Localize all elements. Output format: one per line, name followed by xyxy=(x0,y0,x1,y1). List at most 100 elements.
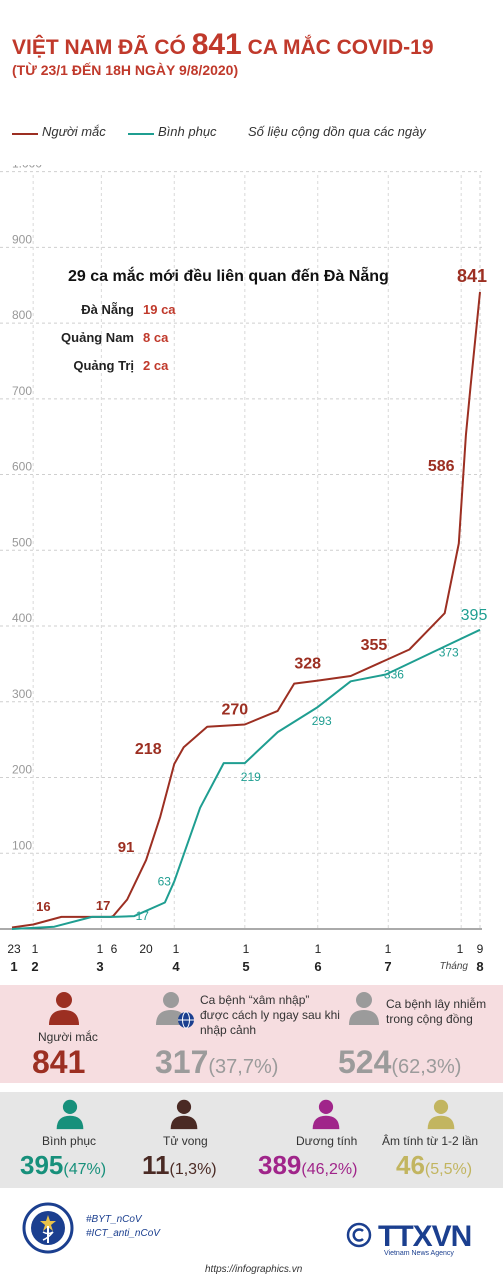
stat-positive-label: Dương tính xyxy=(296,1134,358,1148)
stat-positive-pct: (46,2%) xyxy=(301,1161,358,1178)
x-tick-month: 1 xyxy=(10,959,17,974)
y-tick-label: 900 xyxy=(12,232,32,246)
stat-imported-label: Ca bệnh “xâm nhập” được cách ly ngay sau… xyxy=(200,993,340,1037)
legend-infected-swatch xyxy=(12,133,38,135)
stat-positive: 389(46,2%) xyxy=(258,1150,357,1181)
stat-infected-label: Người mắc xyxy=(38,1030,98,1044)
data-label-recovered: 395 xyxy=(461,607,488,624)
annotation-value-quangnam: 8 ca xyxy=(143,330,169,345)
stat-recovered-label: Bình phục xyxy=(42,1134,97,1148)
page-subtitle: (TỪ 23/1 ĐẾN 18H NGÀY 9/8/2020) xyxy=(12,62,239,78)
y-tick-label: 800 xyxy=(12,308,32,322)
stat-community-value: 524 xyxy=(338,1044,392,1080)
source-url[interactable]: https://infographics.vn xyxy=(205,1264,303,1275)
legend-recovered-swatch xyxy=(128,133,154,135)
stat-negative: 46(5,5%) xyxy=(396,1150,472,1181)
data-label-infected: 91 xyxy=(118,839,135,856)
legend-infected-label: Người mắc xyxy=(42,124,106,139)
stat-imported-value: 317 xyxy=(155,1044,209,1080)
x-tick-day: 20 xyxy=(139,942,153,956)
x-tick-month: 6 xyxy=(314,959,321,974)
data-label-infected: 16 xyxy=(36,899,50,914)
stat-imported: 317(37,7%) xyxy=(155,1044,278,1081)
annotation-title: 29 ca mắc mới đều liên quan đến Đà Nẵng xyxy=(68,268,389,285)
person-icon-positive xyxy=(312,1099,340,1130)
stat-deaths-label: Tử vong xyxy=(163,1134,208,1148)
x-tick-month: 7 xyxy=(384,959,391,974)
x-tick-day: 6 xyxy=(111,942,118,956)
title-prefix: VIỆT NAM ĐÃ CÓ xyxy=(12,36,186,59)
annotation-place-quangnam: Quảng Nam xyxy=(61,330,134,345)
x-tick-month: 3 xyxy=(96,959,103,974)
stats-band-outcomes xyxy=(0,1092,503,1188)
chart-data-labels: 16 17 91 218 270 328 355 586 841 17 63 219 293 336 373… xyxy=(36,266,487,923)
stat-positive-value: 389 xyxy=(258,1150,302,1180)
stat-deaths-value: 11 xyxy=(142,1150,170,1180)
data-label-infected: 218 xyxy=(135,741,162,758)
stat-recovered: 395(47%) xyxy=(20,1150,106,1181)
annotation-place-quangtri: Quảng Trị xyxy=(73,358,134,373)
x-tick-month: 2 xyxy=(31,959,38,974)
stat-recovered-pct: (47%) xyxy=(63,1161,107,1178)
y-tick-label: 300 xyxy=(12,687,32,701)
data-label-recovered: 219 xyxy=(241,770,261,784)
annotation-value-danang: 19 ca xyxy=(143,302,176,317)
x-tick-day: 1 xyxy=(32,942,39,956)
title-number: 841 xyxy=(191,28,242,61)
cases-line-chart: 1002003004005006007008009001.000 2311216… xyxy=(0,165,487,974)
stat-negative-pct: (5,5%) xyxy=(424,1161,473,1178)
stat-deaths-pct: (1,3%) xyxy=(169,1161,217,1178)
y-tick-label: 700 xyxy=(12,384,32,398)
stat-community-pct: (62,3%) xyxy=(391,1056,462,1078)
data-label-infected: 355 xyxy=(361,637,388,654)
data-label-recovered: 373 xyxy=(439,645,459,659)
data-label-infected: 841 xyxy=(457,266,487,286)
stat-negative-value: 46 xyxy=(396,1150,425,1180)
x-tick-day: 23 xyxy=(7,942,21,956)
stat-infected-value: 841 xyxy=(32,1044,86,1080)
chart-grid: 100 200 300 400 500 600 700 800 900 1.000 xyxy=(0,165,482,930)
x-tick-month: 5 xyxy=(242,959,249,974)
x-tick-day: 1 xyxy=(457,942,464,956)
legend-recovered-label: Bình phục xyxy=(158,124,217,139)
person-globe-icon xyxy=(156,992,194,1029)
hashtag-ict: #ICT_anti_nCoV xyxy=(86,1228,160,1239)
ttxvn-subtitle: Vietnam News Agency xyxy=(384,1250,454,1257)
x-tick-day: 1 xyxy=(97,942,104,956)
person-icon-community xyxy=(349,992,379,1025)
stat-negative-label: Âm tính từ 1-2 lần xyxy=(382,1134,479,1148)
y-tick-label: 400 xyxy=(12,611,32,625)
annotation-value-quangtri: 2 ca xyxy=(143,358,169,373)
y-tick-label: 600 xyxy=(12,460,32,474)
y-tick-label: 100 xyxy=(12,838,32,852)
stat-community: 524(62,3%) xyxy=(338,1044,461,1081)
person-icon-negative xyxy=(427,1099,455,1130)
series-line-infected xyxy=(11,291,481,929)
ttxvn-logo: TTXVN xyxy=(378,1220,472,1253)
y-tick-label: 1.000 xyxy=(12,165,42,171)
stats-band-cases xyxy=(0,985,503,1083)
x-tick-day: 9 xyxy=(477,942,484,956)
legend-note: Số liệu cộng dồn qua các ngày xyxy=(248,124,426,139)
x-axis-unit: Tháng xyxy=(440,961,469,972)
series-line-recovered xyxy=(11,628,481,930)
stat-deaths: 11(1,3%) xyxy=(142,1150,217,1181)
x-tick-day: 1 xyxy=(173,942,180,956)
x-tick-month: 4 xyxy=(172,959,180,974)
x-tick-month: 8 xyxy=(476,959,483,974)
x-tick-day: 1 xyxy=(243,942,250,956)
annotation-place-danang: Đà Nẵng xyxy=(81,302,134,317)
stat-recovered-value: 395 xyxy=(20,1150,64,1180)
ministry-logo xyxy=(22,1202,74,1254)
y-tick-label: 200 xyxy=(12,763,32,777)
title-suffix: CA MẮC COVID-19 xyxy=(247,36,434,59)
x-tick-day: 1 xyxy=(385,942,392,956)
page-title: VIỆT NAM ĐÃ CÓ 841 CA MẮC COVID-19 xyxy=(12,28,434,62)
y-tick-label: 500 xyxy=(12,535,32,549)
data-label-recovered: 63 xyxy=(158,874,172,888)
data-label-recovered: 293 xyxy=(312,714,332,728)
data-label-infected: 270 xyxy=(221,702,248,719)
x-tick-day: 1 xyxy=(315,942,322,956)
copyright-icon xyxy=(346,1222,372,1248)
